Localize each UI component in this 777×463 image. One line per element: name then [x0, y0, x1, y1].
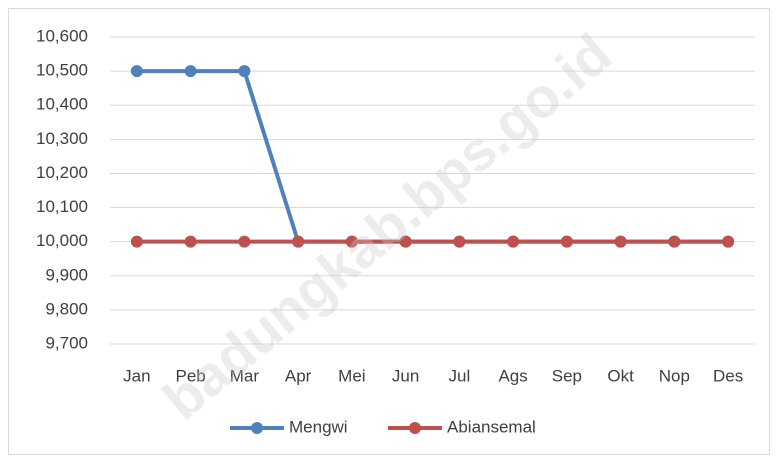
- x-tick-label: Mei: [338, 366, 365, 385]
- x-tick-label: Ags: [498, 366, 527, 385]
- plot: 9,700 9,800 9,900 10,000 10,100 10,200 10,300 1…: [36, 26, 755, 436]
- legend-marker: [251, 422, 263, 434]
- y-tick-label: 10,100: [36, 197, 88, 216]
- point: [292, 235, 305, 248]
- point: [399, 235, 412, 248]
- point: [345, 235, 358, 248]
- x-tick-label: Mar: [230, 366, 260, 385]
- legend-label: Mengwi: [289, 417, 348, 436]
- point: [238, 235, 251, 248]
- y-tick-label: 10,300: [36, 129, 88, 148]
- point: [184, 235, 197, 248]
- legend-marker: [409, 422, 421, 434]
- point: [184, 65, 197, 78]
- x-tick-label: Peb: [176, 366, 206, 385]
- legend-label: Abiansemal: [447, 417, 536, 436]
- point: [668, 235, 681, 248]
- y-tick-label: 10,000: [36, 231, 88, 250]
- y-tick-label: 9,800: [45, 299, 88, 318]
- y-tick-label: 10,200: [36, 163, 88, 182]
- x-tick-label: Des: [713, 366, 743, 385]
- y-tick-label: 9,700: [45, 333, 88, 352]
- y-tick-label: 10,500: [36, 61, 88, 80]
- x-tick-label: Apr: [285, 366, 312, 385]
- x-tick-label: Sep: [552, 366, 582, 385]
- x-tick-label: Okt: [607, 366, 634, 385]
- x-tick-label: Nop: [659, 366, 690, 385]
- x-tick-label: Jan: [123, 366, 150, 385]
- point: [453, 235, 466, 248]
- x-tick-label: Jul: [449, 366, 471, 385]
- x-tick-label: Jun: [392, 366, 419, 385]
- y-tick-label: 10,400: [36, 95, 88, 114]
- chart-frame: [8, 8, 770, 455]
- point: [507, 235, 520, 248]
- point: [722, 235, 735, 248]
- y-tick-label: 10,600: [36, 26, 88, 45]
- y-tick-label: 9,900: [45, 265, 88, 284]
- point: [130, 65, 143, 78]
- point: [614, 235, 627, 248]
- point: [130, 235, 143, 248]
- point: [238, 65, 251, 78]
- point: [560, 235, 573, 248]
